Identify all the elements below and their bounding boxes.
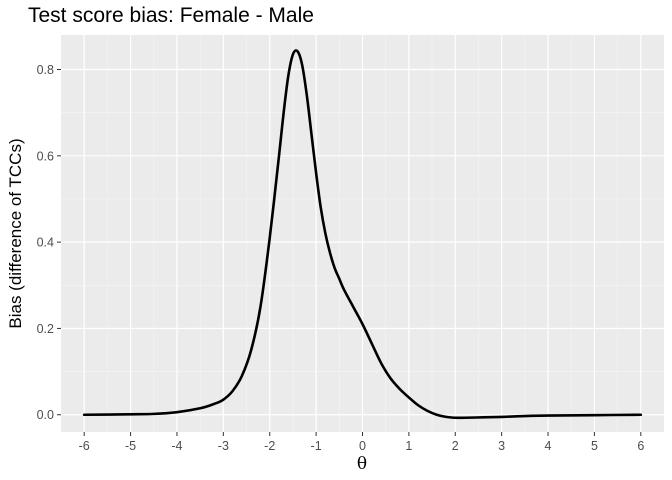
x-tick-label: -1 — [311, 439, 322, 453]
x-tick-label: 2 — [452, 439, 459, 453]
x-tick-label: -4 — [171, 439, 182, 453]
y-tick-label: 0.0 — [37, 408, 54, 422]
x-tick-label: 1 — [405, 439, 412, 453]
x-tick-label: 0 — [359, 439, 366, 453]
x-axis-title: θ — [357, 454, 367, 474]
y-axis: 0.0 0.2 0.4 0.6 0.8 — [37, 63, 61, 422]
x-tick-label: 4 — [545, 439, 552, 453]
x-tick-label: 5 — [591, 439, 598, 453]
x-tick-label: 3 — [498, 439, 505, 453]
y-tick-label: 0.6 — [37, 149, 54, 163]
x-tick-label: -2 — [264, 439, 275, 453]
x-tick-label: -5 — [125, 439, 136, 453]
major-gridlines — [61, 35, 664, 432]
series-line — [82, 49, 643, 420]
y-axis-title: Bias (difference of TCCs) — [6, 138, 25, 328]
y-tick-label: 0.4 — [37, 236, 54, 250]
y-tick-label: 0.8 — [37, 63, 54, 77]
x-tick-label: -6 — [79, 439, 90, 453]
x-axis: -6 -5 -4 -3 -2 -1 0 1 2 3 4 5 6 — [79, 432, 644, 453]
series-layer — [82, 49, 643, 420]
x-tick-label: -3 — [218, 439, 229, 453]
chart-title: Test score bias: Female - Male — [28, 4, 314, 27]
x-tick-label: 6 — [637, 439, 644, 453]
y-tick-label: 0.2 — [37, 322, 54, 336]
